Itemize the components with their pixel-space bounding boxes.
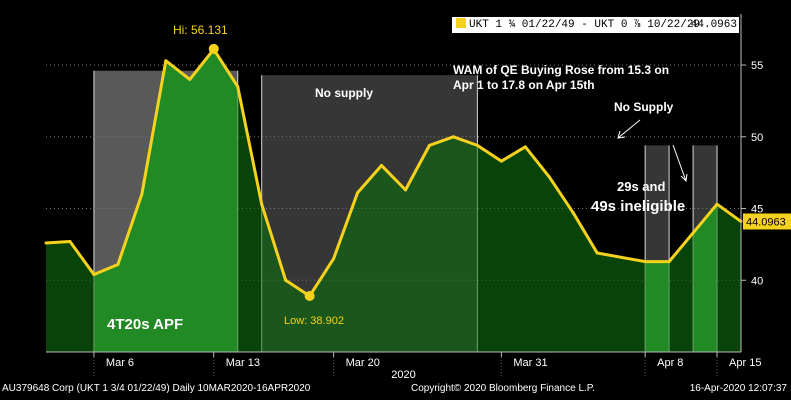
hi-low-markers [208, 43, 315, 302]
y-tick-label: 50 [751, 132, 763, 144]
annotation-arrows [617, 119, 688, 183]
data-point [332, 257, 336, 261]
data-point [547, 175, 551, 179]
data-point [691, 231, 695, 235]
last-value-label: 44.0963 [746, 216, 786, 228]
data-point [715, 202, 719, 206]
legend-swatch [456, 18, 466, 28]
x-tick-label: Apr 15 [729, 357, 761, 369]
data-point [499, 159, 503, 163]
no-supply-label-2: No Supply [614, 100, 674, 114]
legend-last-value: 44.0963 [690, 19, 737, 31]
data-point [403, 188, 407, 192]
no-supply-label-1: No supply [315, 86, 374, 100]
x-axis: Mar 6 Mar 13 Mar 20 Mar 31 Apr 8 Apr 15 2020 [46, 351, 761, 381]
footer-security: AU379648 Corp (UKT 1 3/4 01/22/49) Daily… [2, 383, 311, 394]
data-point [164, 59, 168, 63]
y-tick-label: 55 [751, 60, 763, 72]
footer-timestamp: 16-Apr-2020 12:07:37 [689, 383, 787, 394]
x-tick-label: Mar 31 [513, 357, 547, 369]
data-point [68, 240, 72, 244]
data-point [260, 202, 264, 206]
data-point [619, 255, 623, 259]
data-point [236, 85, 240, 89]
legend: UKT 1 ¾ 01/22/49 - UKT 0 ⅞ 10/22/29 44.0… [452, 17, 739, 33]
y-tick-label: 40 [751, 275, 763, 287]
x-tick-label: Mar 20 [346, 357, 380, 369]
arrow-no-supply-apr15 [672, 144, 687, 182]
data-point [380, 163, 384, 167]
hi-label: Hi: 56.131 [173, 23, 228, 37]
data-point [451, 135, 455, 139]
data-point [92, 273, 96, 277]
ineligible-note-line-2: 49s ineligible [591, 198, 686, 215]
low-marker [304, 291, 315, 302]
data-point [643, 260, 647, 264]
low-label: Low: 38.902 [284, 315, 344, 327]
data-point [44, 241, 48, 245]
data-point [188, 77, 192, 81]
data-point [356, 191, 360, 195]
data-point [475, 143, 479, 147]
wam-note-line-2: Apr 1 to 17.8 on Apr 15th [453, 78, 595, 92]
arrowhead-no-supply-apr8 [617, 130, 626, 139]
hi-marker [208, 43, 219, 54]
arrowhead-no-supply-apr15 [680, 173, 688, 183]
data-point [523, 145, 527, 149]
data-point [427, 143, 431, 147]
highlight-shade-0 [93, 49, 238, 275]
data-point [667, 260, 671, 264]
legend-label: UKT 1 ¾ 01/22/49 - UKT 0 ⅞ 10/22/29 [469, 19, 701, 31]
spread-series [44, 47, 743, 298]
wam-note-line-1: WAM of QE Buying Rose from 15.3 on [453, 63, 670, 77]
data-point [116, 262, 120, 266]
x-year-label: 2020 [391, 369, 415, 381]
ineligible-note-line-1: 29s and [617, 179, 666, 194]
highlight-shade-2 [645, 145, 670, 262]
x-tick-label: Apr 8 [657, 357, 683, 369]
last-value-box [743, 213, 791, 230]
x-tick-label: Mar 6 [106, 357, 134, 369]
data-point [140, 192, 144, 196]
y-tick-label: 45 [751, 204, 763, 216]
highlight-shade-1 [261, 75, 478, 297]
data-point [595, 251, 599, 255]
spread-line [45, 47, 742, 298]
data-point [571, 211, 575, 215]
y-axis: 40 45 50 55 44.0963 [740, 14, 791, 352]
x-tick-label: Mar 13 [226, 357, 260, 369]
footer-copyright: Copyright© 2020 Bloomberg Finance L.P. [411, 383, 595, 394]
apf-label: 4T20s APF [107, 316, 184, 333]
spread-area-fill [46, 49, 741, 353]
arrow-no-supply-apr8 [617, 119, 641, 139]
data-point [284, 278, 288, 282]
